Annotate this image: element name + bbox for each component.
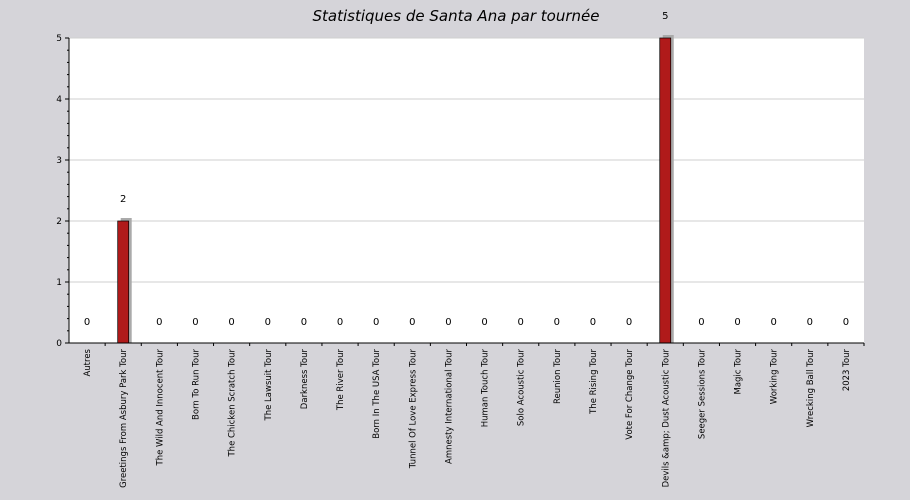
x-tick-label: Reunion Tour: [553, 349, 563, 405]
x-axis-ticks: Autres Greetings From Asbury Park Tour The…: [83, 343, 865, 488]
data-label: 0: [554, 317, 560, 328]
x-tick-label: Born To Run Tour: [191, 349, 201, 420]
chart-title: Statistiques de Santa Ana par tournée: [313, 7, 600, 25]
x-tick-label: Magic Tour: [734, 349, 744, 395]
data-label: 0: [843, 317, 849, 328]
gridlines: [69, 37, 864, 283]
x-tick-label: Greetings From Asbury Park Tour: [119, 349, 129, 488]
x-tick-label: 2023 Tour: [842, 349, 852, 392]
data-label: 0: [301, 317, 307, 328]
data-label: 0: [337, 317, 343, 328]
data-label: 0: [409, 317, 415, 328]
data-label: 0: [807, 317, 813, 328]
data-label: 0: [192, 317, 198, 328]
data-label: 0: [228, 317, 234, 328]
x-tick-label: Working Tour: [770, 348, 780, 404]
data-label: 0: [734, 317, 740, 328]
x-tick-label: The Wild And Innocent Tour: [155, 349, 165, 467]
x-tick-label: Vote For Change Tour: [625, 349, 635, 440]
y-tick-label: 5: [56, 34, 62, 44]
x-tick-label: Darkness Tour: [300, 349, 310, 410]
x-tick-label: The Chicken Scratch Tour: [228, 349, 238, 458]
x-tick-label: Born In The USA Tour: [372, 349, 382, 439]
data-label: 0: [373, 317, 379, 328]
data-label: 0: [84, 317, 90, 328]
y-tick-label: 3: [56, 156, 62, 166]
x-tick-label: Devils &amp; Dust Acoustic Tour: [661, 348, 671, 487]
x-tick-label: Tunnel Of Love Express Tour: [408, 349, 418, 470]
x-tick-label: The River Tour: [336, 349, 346, 412]
x-tick-label: Wrecking Ball Tour: [806, 349, 816, 428]
x-tick-label: Human Touch Tour: [481, 349, 491, 428]
y-tick-label: 1: [56, 278, 62, 288]
data-label: 0: [770, 317, 776, 328]
y-tick-label: 4: [56, 95, 62, 105]
y-tick-label: 2: [56, 217, 62, 227]
data-label: 0: [156, 317, 162, 328]
bar: [117, 220, 130, 344]
y-axis-ticks: 0 1 2 3 4 5: [56, 34, 69, 349]
data-label: 0: [626, 317, 632, 328]
x-tick-label: The Rising Tour: [589, 349, 599, 415]
data-label: 5: [662, 11, 668, 22]
data-label: 0: [445, 317, 451, 328]
y-tick-label: 0: [56, 339, 62, 349]
data-label: 0: [590, 317, 596, 328]
x-tick-label: Seeger Sessions Tour: [697, 349, 707, 440]
x-tick-label: The Lawsuit Tour: [264, 348, 274, 421]
x-tick-label: Amnesty International Tour: [444, 349, 454, 464]
data-label: 0: [481, 317, 487, 328]
data-label: 0: [265, 317, 271, 328]
x-tick-label: Autres: [83, 348, 93, 376]
data-label: 0: [698, 317, 704, 328]
plot-area: [69, 38, 864, 343]
bar: [659, 37, 672, 344]
data-label: 2: [120, 194, 126, 205]
data-labels: 0 2 0 0 0 0 0 0 0 0 0 0 0 0 0 0 5 0 0 0 0 0: [84, 11, 849, 328]
data-label: 0: [518, 317, 524, 328]
x-tick-label: Solo Acoustic Tour: [517, 349, 527, 427]
